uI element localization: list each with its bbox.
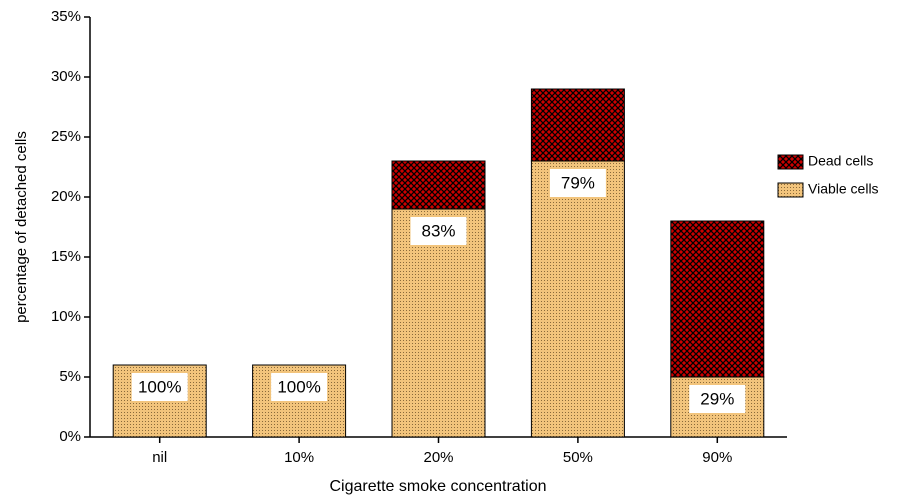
bar-segment [391,160,486,210]
annotation: 100% [277,377,320,396]
x-tick-label: nil [152,449,167,466]
annotation: 83% [421,221,455,240]
bar-segment [670,220,765,378]
annotation: 29% [700,389,734,408]
y-tick-label: 10% [51,308,81,325]
bar-segment [530,88,625,162]
y-axis-label: percentage of detached cells [13,131,30,323]
y-tick-label: 30% [51,68,81,85]
annotation-box [131,373,188,401]
x-tick-label: 90% [702,449,732,466]
annotation-box [549,169,606,197]
y-tick-label: 20% [51,188,81,205]
legend-swatch [777,154,804,170]
x-axis-label: Cigarette smoke concentration [330,478,547,495]
annotation-box [689,385,746,413]
annotation-box [271,373,328,401]
y-tick-label: 5% [59,368,81,385]
annotation: 79% [561,173,595,192]
bar-segment [530,160,625,438]
y-tick-label: 0% [59,428,81,445]
legend-label: Viable cells [808,181,879,197]
y-tick-label: 15% [51,248,81,265]
x-tick-label: 20% [423,449,453,466]
annotation-box [410,217,467,245]
y-tick-label: 35% [51,8,81,25]
annotation: 100% [138,377,181,396]
x-tick-label: 50% [563,449,593,466]
x-tick-label: 10% [284,449,314,466]
legend-swatch [777,182,804,198]
bar-segment [391,208,486,438]
legend-label: Dead cells [808,153,873,169]
y-tick-label: 25% [51,128,81,145]
